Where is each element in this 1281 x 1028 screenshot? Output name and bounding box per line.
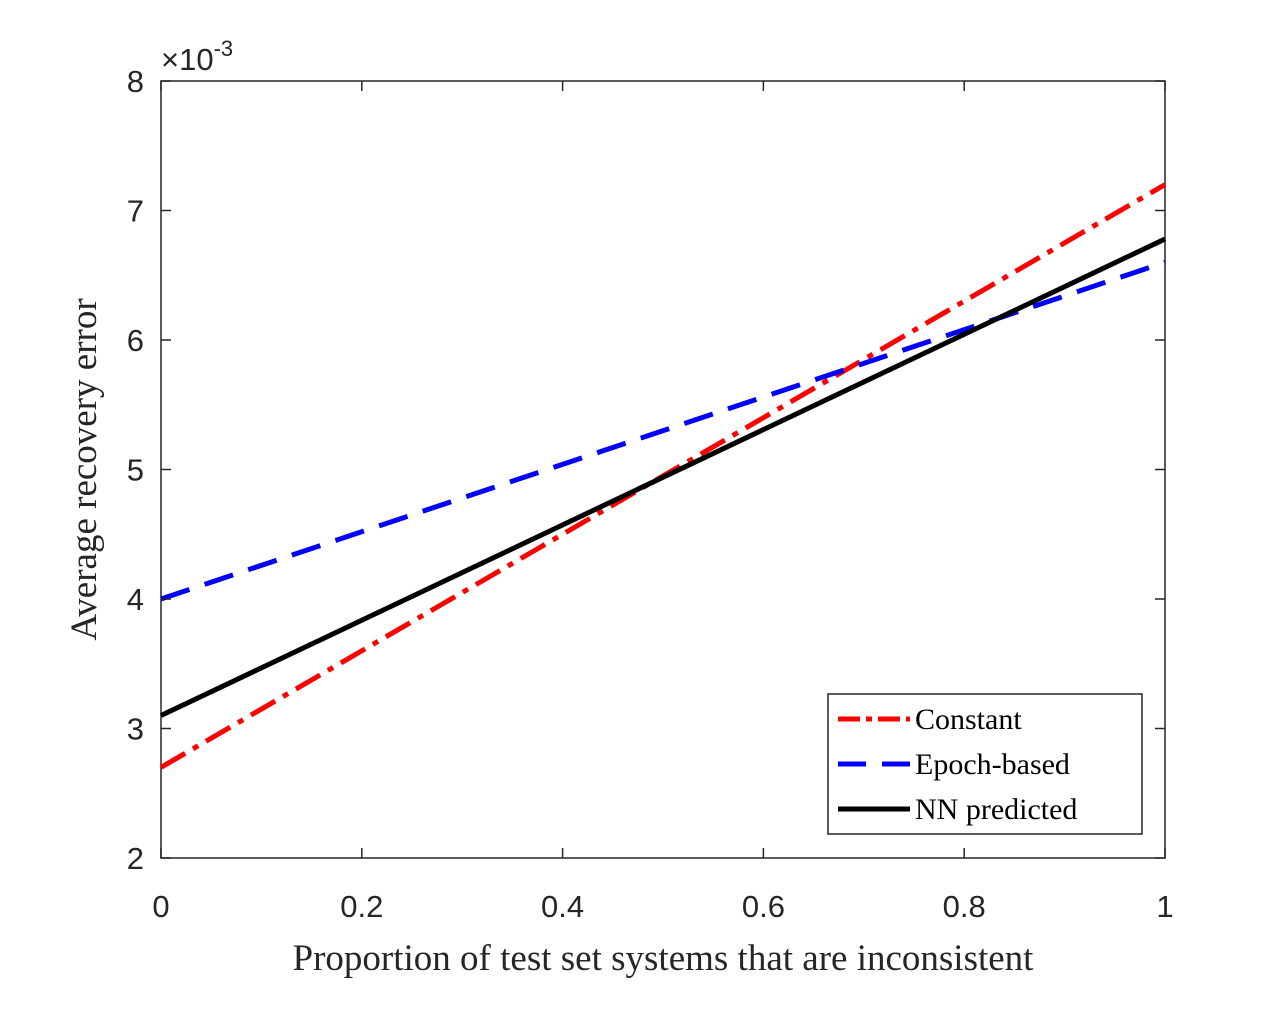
x-tick-labels: 0 0.2 0.4 0.6 0.8 1 — [152, 889, 1173, 924]
x-tick-label: 1 — [1156, 889, 1173, 924]
y-exponent-base: ×10 — [161, 42, 214, 77]
y-tick-label: 3 — [127, 712, 144, 747]
x-tick-label: 0.6 — [742, 889, 785, 924]
y-tick-label: 5 — [127, 453, 144, 488]
y-tick-labels: 2 3 4 5 6 7 8 — [127, 64, 144, 876]
y-exponent-label: ×10-3 — [161, 36, 233, 77]
x-tick-label: 0.2 — [340, 889, 383, 924]
y-tick-label: 8 — [127, 64, 144, 99]
series-line-2 — [159, 236, 1167, 718]
y-tick-label: 7 — [127, 194, 144, 229]
legend-entry-1: Epoch-based — [915, 748, 1070, 781]
y-axis-label: Average recovery error — [64, 298, 105, 640]
legend-entry-0: Constant — [915, 703, 1022, 736]
y-tick-label: 2 — [127, 841, 144, 876]
x-tick-label: 0.8 — [943, 889, 986, 924]
y-tick-label: 6 — [127, 323, 144, 358]
legend-entry-2: NN predicted — [915, 793, 1077, 826]
x-tick-label: 0 — [152, 889, 169, 924]
y-exponent-power: -3 — [214, 36, 234, 61]
ticks-layer — [160, 80, 1166, 859]
series-layer — [159, 182, 1167, 770]
y-tick-label: 4 — [127, 582, 144, 617]
x-tick-label: 0.4 — [541, 889, 584, 924]
legend: Constant Epoch-based NN predicted — [827, 693, 1143, 835]
x-axis-label: Proportion of test set systems that are … — [293, 938, 1035, 979]
